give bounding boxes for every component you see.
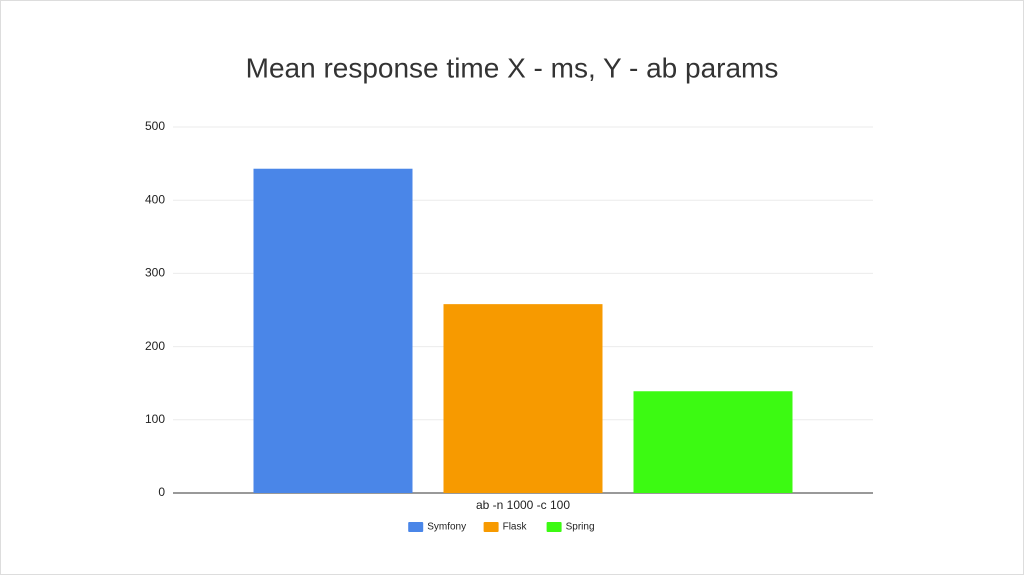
legend-swatch [408, 522, 424, 532]
legend-swatch [483, 522, 499, 532]
legend-swatch [546, 522, 562, 532]
x-tick-label: ab -n 1000 -c 100 [476, 498, 570, 512]
chart-title: Mean response time X - ms, Y - ab params [246, 52, 779, 83]
y-tick-label: 200 [145, 339, 165, 353]
bar [443, 304, 603, 493]
y-tick-label: 100 [145, 412, 165, 426]
y-tick-label: 0 [158, 485, 165, 499]
y-tick-label: 300 [145, 266, 165, 280]
legend-label: Symfony [427, 522, 466, 533]
legend-label: Spring [566, 522, 595, 533]
y-tick-label: 400 [145, 192, 165, 206]
bar [253, 168, 413, 493]
y-tick-label: 500 [145, 119, 165, 133]
legend-label: Flask [503, 522, 528, 533]
bar [633, 391, 793, 493]
